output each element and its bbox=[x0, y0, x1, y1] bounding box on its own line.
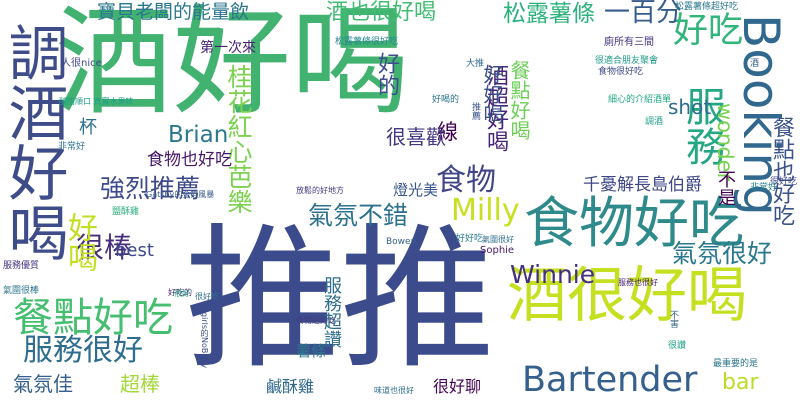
cloud-word: 不害 bbox=[668, 310, 678, 328]
cloud-word: 非常好 bbox=[58, 142, 86, 152]
cloud-word: 很好聊 bbox=[433, 377, 482, 396]
cloud-word: 細心的介紹酒單 bbox=[608, 95, 672, 105]
cloud-word: 餐點好吃 bbox=[13, 295, 173, 341]
cloud-word: 最重要的是 bbox=[713, 359, 759, 369]
cloud-word: 放鬆的好地方 bbox=[296, 186, 344, 195]
cloud-word: 很好吃 bbox=[770, 177, 798, 187]
cloud-word: 氣圍很好 bbox=[482, 235, 514, 244]
cloud-word: Gatsby的金箔風暴 bbox=[146, 190, 215, 199]
cloud-word: Winnie bbox=[510, 260, 596, 289]
cloud-word: 酒也很好喝 bbox=[326, 0, 437, 25]
cloud-word: 一百分 bbox=[604, 0, 683, 28]
cloud-word: 很好吃 bbox=[195, 292, 219, 301]
cloud-word: 服務 bbox=[679, 86, 725, 166]
cloud-word: bar bbox=[722, 370, 759, 395]
cloud-word: 不是 bbox=[715, 170, 736, 206]
cloud-word: Bowen bbox=[386, 237, 417, 247]
cloud-word: 服務也很好 bbox=[618, 278, 658, 287]
cloud-word: 推薦 bbox=[470, 102, 480, 120]
cloud-word: 好好喝 bbox=[480, 64, 504, 124]
cloud-word: Brian bbox=[168, 122, 229, 148]
cloud-word: 第一次來 bbox=[200, 40, 256, 56]
cloud-word: 酒好喝 bbox=[55, 0, 410, 131]
cloud-word: 酒超好喝 bbox=[483, 64, 508, 152]
cloud-word: 很喜歡 bbox=[386, 125, 446, 149]
cloud-word: 超棒 bbox=[120, 372, 160, 396]
cloud-word: 薯條 bbox=[296, 342, 327, 360]
cloud-word: 服務超讚 bbox=[321, 276, 342, 348]
cloud-word: 氣氛不錯 bbox=[308, 201, 409, 230]
cloud-word: 食物超好吃 bbox=[296, 316, 336, 325]
cloud-word: 好吃 bbox=[673, 11, 744, 51]
cloud-word: 好吃的 bbox=[168, 288, 192, 297]
cloud-word: wonder bbox=[713, 103, 737, 182]
cloud-word: 寶貝老闆的能量飲 bbox=[97, 1, 250, 23]
cloud-word: 鹹酥雞 bbox=[266, 377, 315, 396]
cloud-word: 好喝的 bbox=[432, 95, 460, 105]
cloud-word: 好的 bbox=[374, 52, 399, 96]
cloud-word: 很棒 bbox=[76, 231, 133, 264]
cloud-word: 調酒好喝 bbox=[0, 22, 68, 262]
cloud-word: 好喝 bbox=[62, 212, 97, 272]
cloud-word: 食物 bbox=[436, 163, 496, 198]
cloud-word: shot bbox=[668, 95, 712, 119]
cloud-word: 食物很好吃 bbox=[598, 67, 644, 77]
cloud-word: 氣氛很好 bbox=[672, 239, 773, 268]
cloud-word: girls的NoBody bbox=[200, 312, 209, 369]
cloud-word: 餐點好喝 bbox=[507, 60, 531, 140]
cloud-word: 調酒 bbox=[645, 117, 664, 127]
cloud-word: 氣圍很棒 bbox=[3, 286, 40, 296]
cloud-word: Bartender bbox=[522, 360, 698, 400]
cloud-word: Booking bbox=[732, 14, 790, 216]
cloud-word: 酸甜順口 真實水果味 bbox=[59, 97, 134, 106]
cloud-word: 松露薯條 bbox=[503, 1, 595, 27]
cloud-word: 松露薯條超好吃 bbox=[675, 2, 739, 12]
cloud-word: 很適合朋友聚會 bbox=[595, 56, 659, 66]
cloud-word: 非常好 bbox=[750, 183, 778, 193]
cloud-word: 強烈推薦 bbox=[100, 174, 201, 203]
cloud-word: 大推 bbox=[466, 59, 485, 69]
cloud-word: 服務優質 bbox=[3, 261, 40, 271]
cloud-word: 很好 bbox=[174, 289, 190, 298]
cloud-word: 酒 bbox=[750, 59, 760, 69]
cloud-word: 松露薯條很好吃 bbox=[335, 37, 399, 47]
cloud-word: 鹽酥雞 bbox=[112, 207, 140, 217]
cloud-word: 線 bbox=[437, 120, 458, 144]
cloud-word: 酒很好喝 bbox=[507, 261, 747, 331]
cloud-word: 人很nice bbox=[61, 58, 102, 69]
cloud-word: 服務很好 bbox=[23, 333, 143, 368]
cloud-word: best bbox=[115, 240, 154, 261]
cloud-word: 食物好吃 bbox=[524, 191, 745, 255]
cloud-word: Sophie bbox=[480, 245, 515, 256]
cloud-word: 食物也好吃 bbox=[147, 150, 232, 170]
cloud-word: 味道也很好 bbox=[374, 386, 414, 395]
cloud-word: Milly bbox=[451, 193, 520, 228]
cloud-word: 千憂解長島伯爵 bbox=[583, 175, 702, 195]
cloud-word: 廁所有三間 bbox=[604, 37, 654, 48]
cloud-word: 推推 bbox=[185, 209, 495, 390]
cloud-word: 氣氛佳 bbox=[13, 372, 73, 396]
cloud-word: 好好吃 bbox=[456, 234, 484, 244]
cloud-word: 燈光美 bbox=[393, 181, 439, 199]
cloud-word: 很讚 bbox=[668, 341, 687, 351]
cloud-word: 桂花紅心芭樂 bbox=[224, 64, 253, 214]
cloud-word: 餐點也好吃 bbox=[769, 116, 794, 226]
cloud-word: 杯 bbox=[76, 117, 97, 135]
